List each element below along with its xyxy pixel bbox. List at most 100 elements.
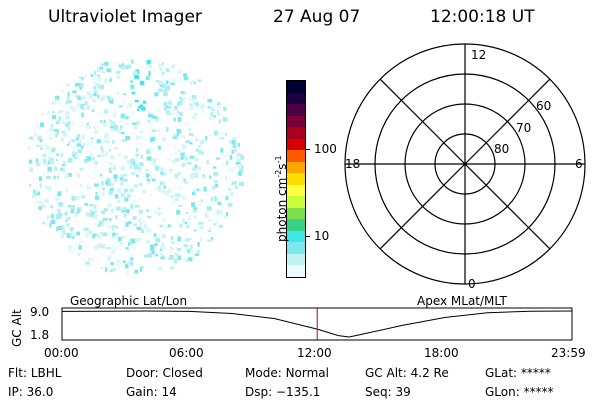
aurora-pixel	[89, 203, 94, 207]
aurora-pixel	[153, 158, 156, 164]
aurora-pixel	[171, 64, 176, 69]
timeline-plot	[61, 307, 573, 341]
aurora-pixel	[114, 225, 119, 229]
aurora-pixel	[59, 118, 65, 124]
aurora-pixel	[45, 186, 48, 190]
aurora-pixel	[109, 218, 112, 222]
aurora-pixel	[142, 189, 147, 194]
aurora-pixel	[218, 130, 221, 136]
aurora-pixel	[68, 141, 70, 145]
aurora-pixel	[110, 121, 116, 127]
aurora-pixel	[196, 166, 202, 171]
aurora-pixel	[126, 159, 131, 164]
status-gcalt-value: 4.2 Re	[410, 366, 449, 380]
colorbar-segment	[287, 161, 305, 174]
aurora-pixel	[172, 160, 176, 164]
aurora-pixel	[174, 173, 178, 179]
aurora-pixel	[176, 128, 182, 133]
aurora-pixel	[181, 163, 186, 167]
aurora-pixel	[199, 201, 203, 207]
aurora-pixel	[99, 70, 102, 74]
aurora-pixel	[74, 153, 78, 158]
aurora-pixel	[236, 157, 240, 162]
aurora-pixel	[78, 125, 83, 129]
aurora-pixel	[81, 134, 85, 140]
aurora-pixel	[150, 136, 156, 141]
aurora-pixel	[92, 213, 98, 219]
aurora-pixel	[125, 222, 129, 227]
aurora-pixel	[177, 204, 183, 207]
aurora-pixel	[60, 167, 63, 171]
aurora-pixel	[91, 109, 95, 112]
aurora-pixel	[81, 196, 84, 199]
aurora-pixel	[188, 96, 193, 101]
colorbar-tick-mark-100	[305, 149, 310, 150]
aurora-pixel	[120, 125, 123, 130]
aurora-pixel	[130, 238, 136, 244]
aurora-pixel	[45, 222, 48, 227]
aurora-pixel	[78, 245, 82, 250]
aurora-pixel	[225, 175, 228, 181]
colorbar-segment	[287, 207, 305, 220]
polar-grid: 12 18 6 0 60 70 80	[344, 43, 586, 291]
aurora-pixel	[136, 237, 142, 242]
aurora-pixel	[146, 209, 149, 212]
aurora-pixel	[228, 168, 233, 172]
aurora-pixel	[94, 82, 98, 86]
aurora-pixel	[196, 249, 200, 254]
aurora-pixel	[215, 184, 219, 188]
aurora-pixel	[62, 168, 65, 173]
aurora-pixel	[201, 96, 207, 99]
aurora-pixel	[180, 135, 186, 139]
aurora-pixel	[124, 121, 127, 125]
aurora-pixel	[151, 129, 157, 133]
aurora-pixel	[143, 254, 149, 258]
aurora-pixel	[78, 76, 81, 79]
aurora-pixel	[173, 105, 178, 110]
aurora-pixel	[183, 99, 186, 102]
aurora-pixel	[77, 102, 80, 108]
status-door-value: Closed	[162, 366, 203, 380]
aurora-pixel	[58, 202, 63, 207]
aurora-pixel	[198, 221, 204, 225]
aurora-pixel	[134, 163, 139, 166]
aurora-pixel	[214, 195, 217, 201]
aurora-pixel	[222, 117, 228, 122]
aurora-pixel	[174, 193, 180, 197]
aurora-pixel	[166, 144, 170, 147]
mlt-label-0: 0	[468, 277, 476, 291]
aurora-pixel	[72, 90, 77, 94]
aurora-pixel	[93, 86, 96, 90]
colorbar-segment	[287, 173, 305, 186]
aurora-pixel	[94, 221, 97, 225]
aurora-pixel	[161, 62, 165, 66]
aurora-pixel	[132, 216, 137, 220]
aurora-pixel	[122, 173, 128, 177]
aurora-pixel	[71, 196, 76, 201]
aurora-pixel	[173, 117, 176, 122]
lat-label-70: 70	[516, 121, 531, 135]
aurora-pixel	[163, 101, 167, 107]
aurora-pixel	[174, 258, 177, 264]
aurora-pixel	[152, 160, 157, 166]
aurora-pixel	[111, 227, 115, 231]
aurora-pixel	[46, 145, 50, 150]
aurora-pixel	[100, 63, 106, 66]
aurora-pixel	[129, 164, 133, 169]
aurora-pixel	[65, 116, 70, 120]
colorbar-segment	[287, 115, 305, 128]
aurora-pixel	[147, 120, 151, 123]
aurora-pixel	[183, 91, 186, 95]
aurora-pixel	[153, 233, 157, 238]
aurora-pixel	[210, 196, 213, 202]
aurora-pixel	[185, 232, 188, 236]
aurora-pixel	[220, 147, 224, 153]
aurora-pixel	[164, 182, 167, 185]
aurora-pixel	[172, 136, 177, 139]
aurora-pixel	[200, 236, 203, 242]
aurora-pixel	[50, 220, 56, 224]
aurora-pixel	[191, 167, 197, 171]
aurora-pixel	[84, 73, 88, 76]
aurora-pixel	[143, 220, 146, 225]
aurora-pixel	[228, 140, 233, 144]
